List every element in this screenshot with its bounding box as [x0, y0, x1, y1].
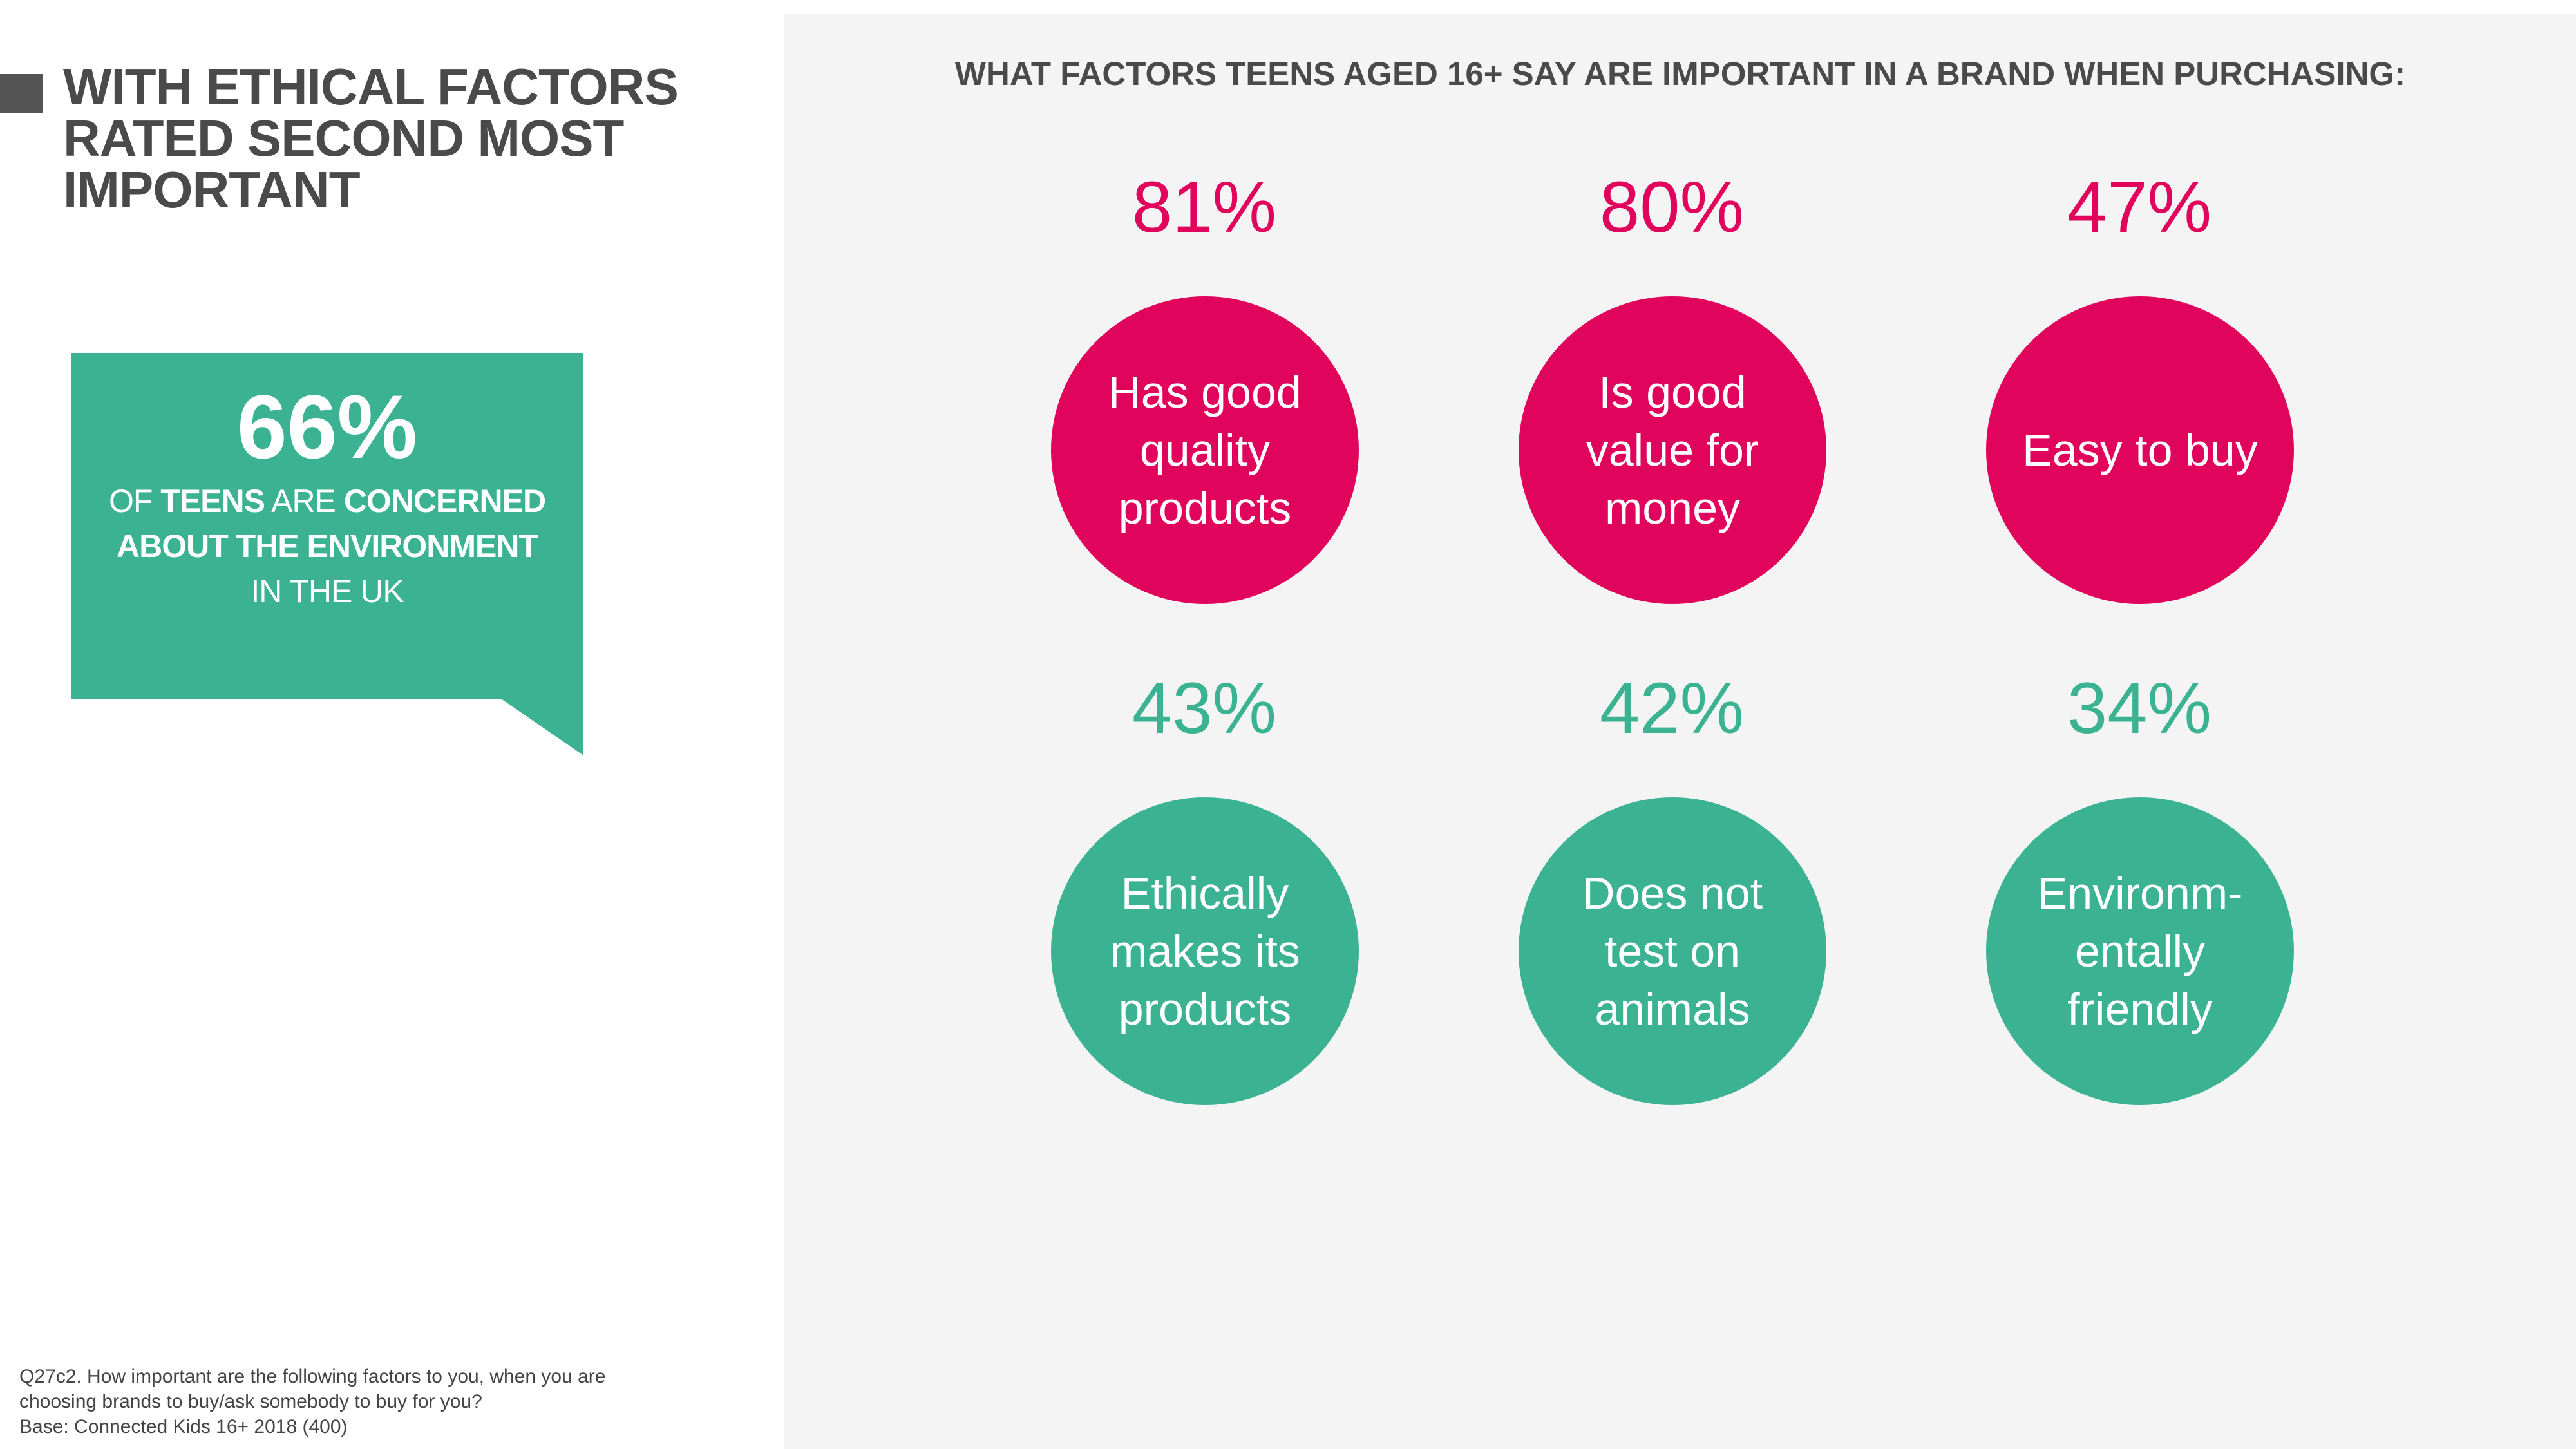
footnote-line-2: choosing brands to buy/ask somebody to b… [19, 1391, 482, 1412]
factors-panel: WHAT FACTORS TEENS AGED 16+ SAY ARE IMPO… [784, 14, 2576, 1449]
factor-circle: Has good quality products [1051, 296, 1359, 604]
factor-good-quality: 81% Has good quality products [1011, 162, 1397, 677]
factor-label: Has good quality products [1108, 367, 1302, 533]
factor-easy-to-buy: 47% Easy to buy [1946, 162, 2333, 677]
factor-no-animal-testing: 42% Does not test on animals [1479, 663, 1865, 1179]
factor-label: Does not test on animals [1582, 868, 1763, 1034]
callout-text: OF TEENS ARE CONCERNED ABOUT THE ENVIRON… [71, 478, 583, 614]
factor-circle: Ethically makes its products [1051, 797, 1359, 1105]
headline: WITH ETHICAL FACTORS RATED SECOND MOST I… [63, 61, 739, 216]
factor-good-value: 80% Is good value for money [1479, 162, 1865, 677]
factor-label: Environm-entally friendly [2037, 868, 2243, 1034]
factor-percentage: 42% [1599, 668, 1745, 748]
footnote: Q27c2. How important are the following f… [19, 1364, 760, 1439]
callout-tail [501, 699, 583, 755]
factor-circle: Does not test on animals [1519, 797, 1826, 1105]
factor-label: Ethically makes its products [1110, 868, 1300, 1034]
stat-callout: 66% OF TEENS ARE CONCERNED ABOUT THE ENV… [71, 353, 583, 699]
callout-line-1: OF TEENS ARE CONCERNED [108, 483, 546, 519]
footnote-line-3: Base: Connected Kids 16+ 2018 (400) [19, 1416, 348, 1437]
factor-circle: Easy to buy [1986, 296, 2294, 604]
factor-percentage: 47% [2067, 167, 2212, 247]
factor-circle: Environm-entally friendly [1986, 797, 2294, 1105]
headline-line-1: WITH ETHICAL FACTORS [63, 58, 679, 115]
factor-percentage: 34% [2067, 668, 2212, 748]
factor-percentage: 80% [1599, 167, 1745, 247]
factor-label: Is good value for money [1586, 367, 1759, 533]
factor-percentage: 43% [1132, 668, 1277, 748]
factor-ethically-made: 43% Ethically makes its products [1011, 663, 1397, 1179]
callout-line-3: IN THE UK [251, 573, 404, 609]
footnote-line-1: Q27c2. How important are the following f… [19, 1366, 606, 1387]
title-marker [0, 74, 43, 113]
callout-line-2: ABOUT THE ENVIRONMENT [117, 528, 538, 564]
headline-line-3: IMPORTANT [63, 161, 361, 218]
factor-circle: Is good value for money [1519, 296, 1826, 604]
callout-stat: 66% [236, 376, 418, 477]
headline-line-2: RATED SECOND MOST [63, 109, 624, 167]
panel-title: WHAT FACTORS TEENS AGED 16+ SAY ARE IMPO… [954, 55, 2406, 92]
factor-environmentally-friendly: 34% Environm-entally friendly [1946, 663, 2333, 1179]
factor-percentage: 81% [1132, 167, 1277, 247]
factor-label: Easy to buy [2022, 425, 2258, 475]
